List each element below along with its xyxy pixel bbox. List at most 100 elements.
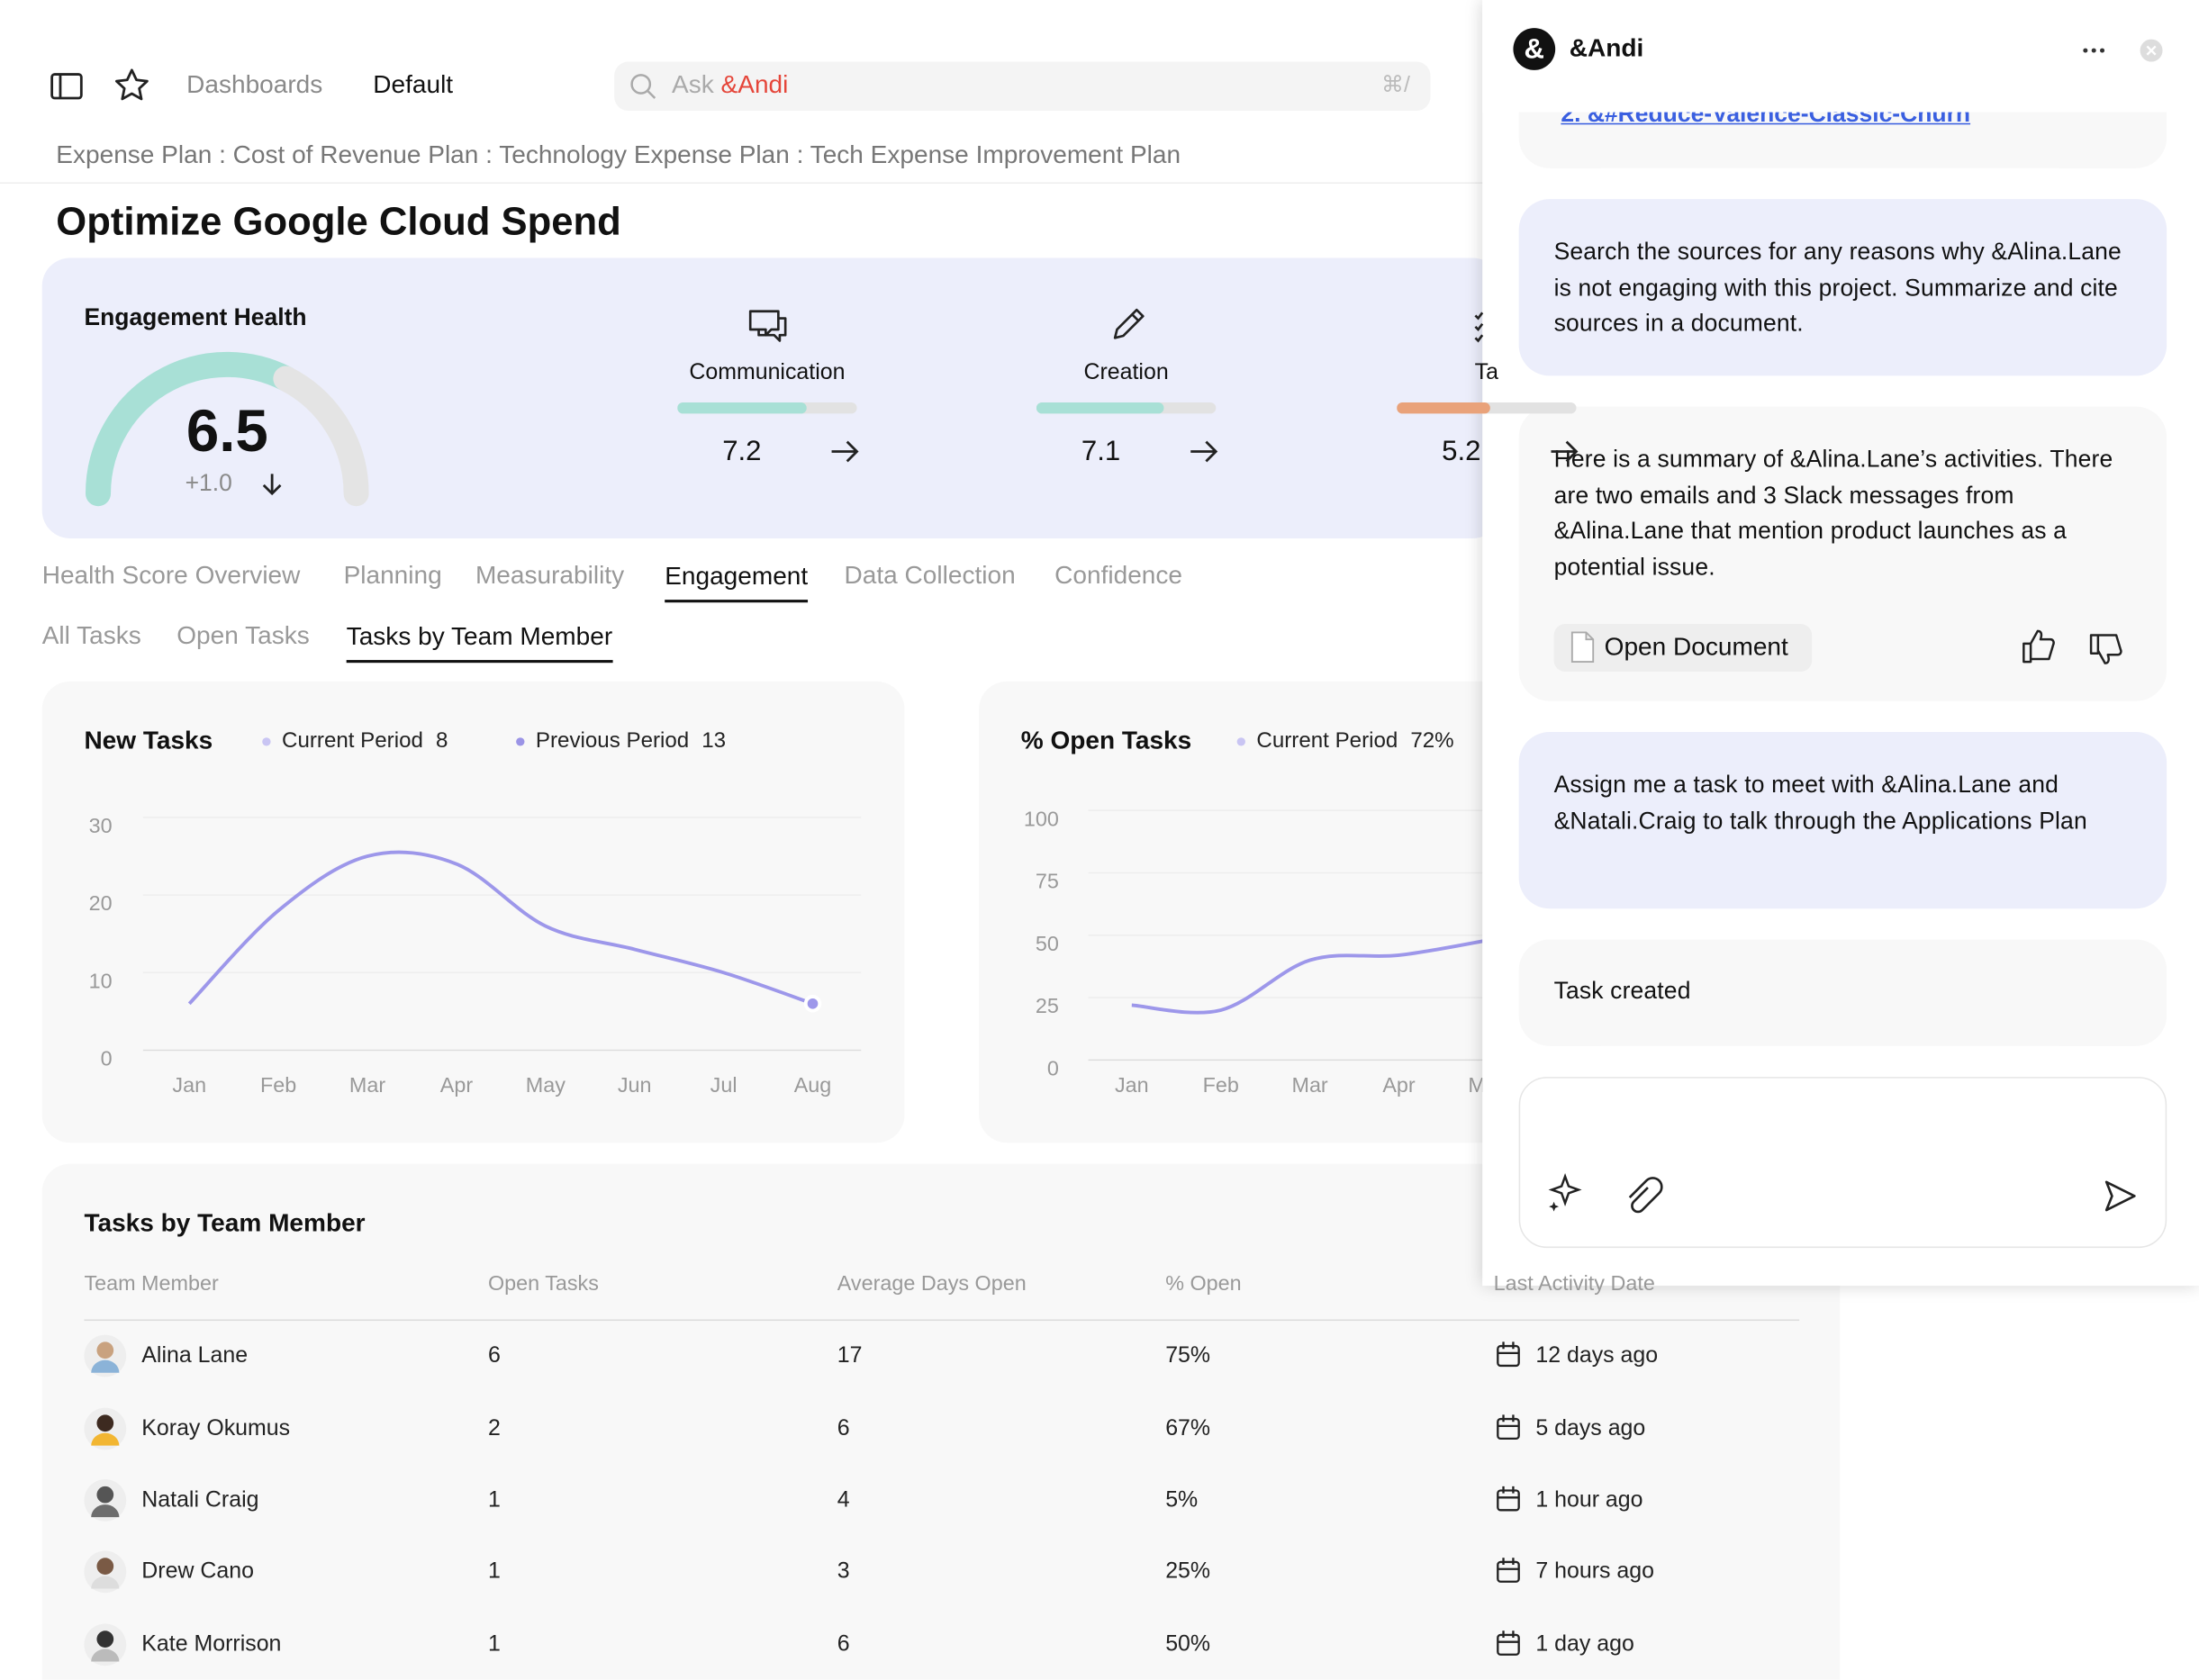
metric-label: Creation	[1083, 360, 1169, 385]
input-icons[interactable]	[1535, 1170, 2152, 1221]
health-change: +1.0	[185, 469, 232, 497]
gauge	[86, 351, 369, 507]
avatar-body	[91, 1576, 120, 1589]
x-tick-label: Mar	[1291, 1073, 1327, 1097]
y-tick-label: 10	[89, 969, 113, 992]
x-tick-label: Apr	[1382, 1073, 1416, 1097]
tab[interactable]: Data Collection	[844, 561, 1016, 590]
metric-label: Communication	[689, 360, 846, 385]
avatar-body	[91, 1432, 120, 1446]
table-cell: 4	[837, 1488, 850, 1513]
table-cell: 2	[487, 1416, 501, 1441]
row-icons	[84, 1407, 1520, 1450]
table-cell: 1	[487, 1559, 501, 1584]
chat-message: Search the sources for any reasons why &…	[1518, 199, 2167, 376]
subtab[interactable]: Open Tasks	[176, 621, 310, 650]
button-label[interactable]: Open Document	[1604, 632, 1788, 661]
x-tick-label: Jun	[618, 1073, 652, 1097]
table-cell: 67%	[1165, 1416, 1211, 1441]
metric-graphic	[677, 310, 859, 463]
search-placeholder[interactable]: Ask &Andi	[672, 70, 788, 101]
metric-icon	[748, 310, 787, 342]
row-icons	[84, 1479, 1520, 1522]
x-tick-label: Mar	[349, 1073, 385, 1097]
table-cell: 1	[487, 1632, 501, 1657]
avatar-head	[96, 1630, 114, 1648]
legend-dot	[1236, 737, 1245, 746]
chart-card	[41, 681, 905, 1143]
table-cell: 5 days ago	[1535, 1416, 1646, 1441]
open-document-button[interactable]: Open Document	[1553, 624, 1813, 672]
subtab[interactable]: Tasks by Team Member	[346, 622, 613, 663]
search-mention: &Andi	[720, 70, 789, 99]
x-tick-label: Feb	[1203, 1073, 1239, 1097]
metric-arrow	[1190, 440, 1218, 463]
table-cell: 75%	[1165, 1343, 1211, 1368]
y-tick-label: 75	[1036, 870, 1059, 893]
legend-value: 8	[436, 728, 448, 753]
chat-message: Task created	[1518, 939, 2167, 1046]
table-cell: 6	[837, 1632, 850, 1657]
metric-graphic	[1397, 312, 1579, 463]
x-tick-label: Apr	[440, 1073, 474, 1097]
metric-arrow	[831, 440, 859, 463]
breadcrumb[interactable]: Expense Plan : Cost of Revenue Plan : Te…	[56, 140, 1181, 169]
calendar-icon	[1497, 1344, 1520, 1368]
table-cell: 50%	[1165, 1632, 1211, 1657]
calendar-icon	[1497, 1417, 1520, 1441]
calendar-icon	[1497, 1489, 1520, 1512]
nav-icons[interactable]	[42, 63, 168, 111]
y-tick-label: 0	[1047, 1056, 1059, 1079]
end-point	[803, 995, 822, 1013]
table-cell: 6	[487, 1343, 501, 1368]
assistant-name: &Andi	[1569, 33, 1644, 62]
calendar-icon-top	[1498, 1630, 1519, 1643]
search-shortcut: ⌘/	[1381, 73, 1410, 98]
charts: New Tasks Current Period 8 Previous Period 1…	[84, 726, 1557, 1097]
tab[interactable]: Engagement	[665, 562, 809, 602]
subtab[interactable]: All Tasks	[41, 621, 141, 650]
nav-default[interactable]: Default	[373, 70, 454, 99]
y-tick-label: 50	[1036, 932, 1059, 955]
y-tick-label: 30	[89, 814, 113, 837]
tab[interactable]: Measurability	[475, 561, 625, 590]
metric-icon	[1113, 308, 1145, 339]
series-line	[187, 850, 814, 1006]
svg-text:&: &	[1525, 32, 1544, 64]
panel-header-icons: &	[1513, 28, 2163, 70]
metric-label: Ta	[1474, 360, 1499, 385]
table-cell: 1 day ago	[1535, 1632, 1634, 1657]
x-tick-label: Feb	[260, 1073, 296, 1097]
message-text: Here is a summary of &Alina.Lane’s activ…	[1553, 446, 2113, 581]
chart-title: New Tasks	[84, 726, 213, 754]
chat-input[interactable]	[1518, 1077, 2167, 1249]
x-tick-label: Jul	[710, 1073, 738, 1097]
chat-message: Here is a summary of &Alina.Lane’s activ…	[1518, 406, 2167, 701]
health-score: 6.5	[186, 397, 268, 465]
tab[interactable]: Confidence	[1054, 561, 1183, 590]
legend-value: 13	[701, 728, 726, 753]
table-cell: Natali Craig	[141, 1488, 259, 1513]
legend-dot	[516, 737, 525, 746]
table-cell: 1 hour ago	[1535, 1488, 1643, 1513]
metric-value: 5.2	[1442, 436, 1481, 467]
search-box[interactable]	[614, 61, 1431, 112]
tab[interactable]: Planning	[343, 561, 442, 590]
avatar-body	[91, 1359, 120, 1373]
tab[interactable]: Health Score Overview	[41, 561, 301, 590]
chart-title: % Open Tasks	[1021, 726, 1191, 754]
table-cell: 25%	[1165, 1559, 1211, 1584]
calendar-icon-top	[1498, 1341, 1519, 1355]
health-label: Engagement Health	[84, 303, 307, 331]
series-line	[1131, 938, 1489, 1015]
row-icons	[84, 1623, 1520, 1666]
avatar-body	[91, 1648, 120, 1662]
feedback-icons[interactable]	[2017, 627, 2143, 669]
metric-bar	[677, 402, 807, 414]
nav-dashboards[interactable]: Dashboards	[186, 70, 323, 99]
x-tick-label: Jan	[1115, 1073, 1149, 1097]
table-title: Tasks by Team Member	[84, 1208, 366, 1237]
column-header: Team Member	[84, 1271, 219, 1296]
y-tick-label: 20	[89, 891, 113, 915]
metric-bar	[1397, 402, 1490, 414]
